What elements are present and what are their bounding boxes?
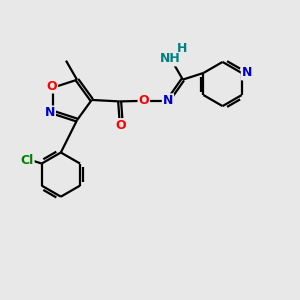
Text: O: O — [46, 80, 57, 92]
Text: NH: NH — [160, 52, 180, 65]
Text: O: O — [116, 119, 127, 132]
Text: Cl: Cl — [20, 154, 34, 167]
Text: N: N — [45, 106, 55, 119]
Text: O: O — [139, 94, 149, 107]
Text: N: N — [163, 94, 173, 107]
Text: N: N — [242, 67, 252, 80]
Text: H: H — [176, 42, 187, 56]
